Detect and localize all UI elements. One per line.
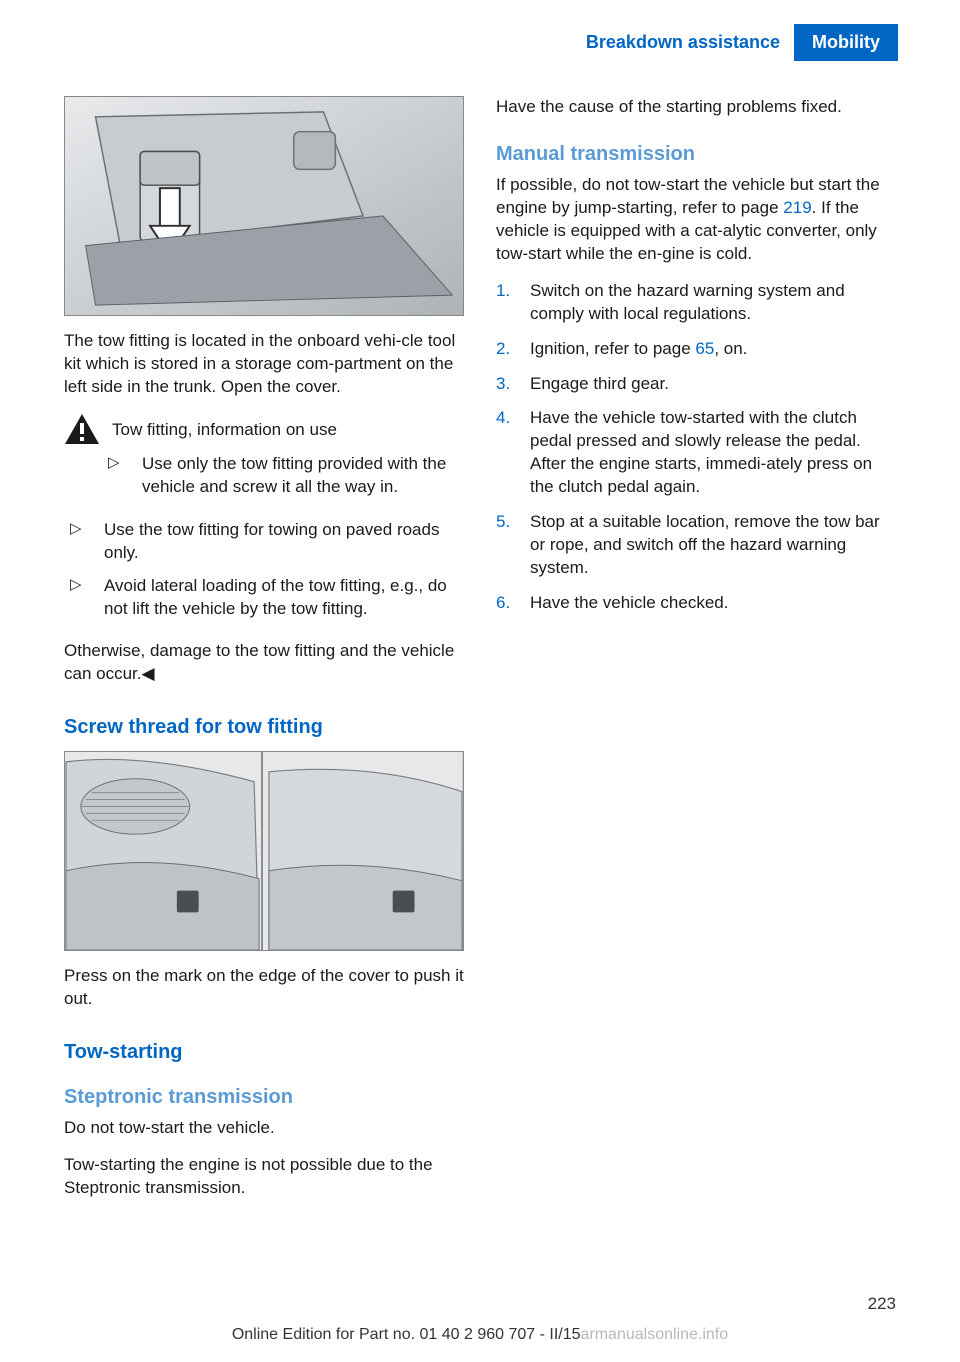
content-area: The tow fitting is located in the onboar… [64, 96, 896, 1302]
manual-transmission-heading: Manual transmission [496, 143, 896, 166]
step-item: Ignition, refer to page 65, on. [496, 338, 896, 361]
list-item: Avoid lateral loading of the tow fitting… [64, 575, 464, 621]
manual-steps-list: Switch on the hazard warning system and … [496, 280, 896, 627]
trunk-compartment-illustration [64, 96, 464, 316]
header-section-label: Breakdown assistance [572, 24, 794, 61]
bumper-cover-illustration [64, 751, 464, 951]
steptronic-para1: Do not tow-start the vehicle. [64, 1117, 464, 1140]
page-link-219[interactable]: 219 [783, 198, 811, 217]
trunk-svg [65, 97, 463, 315]
tow-fitting-location-text: The tow fitting is located in the onboar… [64, 330, 464, 399]
steptronic-heading: Steptronic transmission [64, 1086, 464, 1109]
right-column: Have the cause of the starting problems … [496, 96, 896, 1302]
warning-row: Tow fitting, information on use [64, 413, 464, 445]
watermark-text: armanualsonline.info [581, 1326, 729, 1343]
page-number: 223 [868, 1294, 896, 1314]
step-item: Stop at a suitable location, remove the … [496, 511, 896, 580]
step-item: Have the vehicle tow-started with the cl… [496, 407, 896, 499]
steptronic-para2: Tow-starting the engine is not possible … [64, 1154, 464, 1200]
warning-closing-text: Otherwise, damage to the tow fitting and… [64, 640, 464, 686]
manual-intro-text: If possible, do not tow-start the vehicl… [496, 174, 896, 266]
warning-bullets-nested: Use only the tow fitting provided with t… [64, 453, 464, 509]
left-column: The tow fitting is located in the onboar… [64, 96, 464, 1302]
list-item: Use only the tow fitting provided with t… [64, 453, 464, 499]
page-link-65[interactable]: 65 [695, 339, 714, 358]
page-header: Breakdown assistance Mobility [572, 24, 898, 61]
header-chapter-label: Mobility [794, 24, 898, 61]
footer-edition-text: Online Edition for Part no. 01 40 2 960 … [232, 1326, 581, 1343]
page-footer: Online Edition for Part no. 01 40 2 960 … [0, 1326, 960, 1344]
step-pre: Ignition, refer to page [530, 339, 695, 358]
press-cover-text: Press on the mark on the edge of the cov… [64, 965, 464, 1011]
bumper-svg [65, 752, 463, 950]
step-item: Engage third gear. [496, 373, 896, 396]
screw-thread-heading: Screw thread for tow fitting [64, 716, 464, 739]
step-item: Switch on the hazard warning system and … [496, 280, 896, 326]
tow-starting-heading: Tow-starting [64, 1041, 464, 1064]
warning-triangle-icon [64, 413, 100, 445]
warning-title: Tow fitting, information on use [112, 413, 337, 442]
warning-bullets: Use the tow fitting for towing on paved … [64, 519, 464, 631]
step-item: Have the vehicle checked. [496, 592, 896, 615]
cause-fixed-text: Have the cause of the starting problems … [496, 96, 896, 119]
list-item: Use the tow fitting for towing on paved … [64, 519, 464, 565]
step-post: , on. [714, 339, 747, 358]
